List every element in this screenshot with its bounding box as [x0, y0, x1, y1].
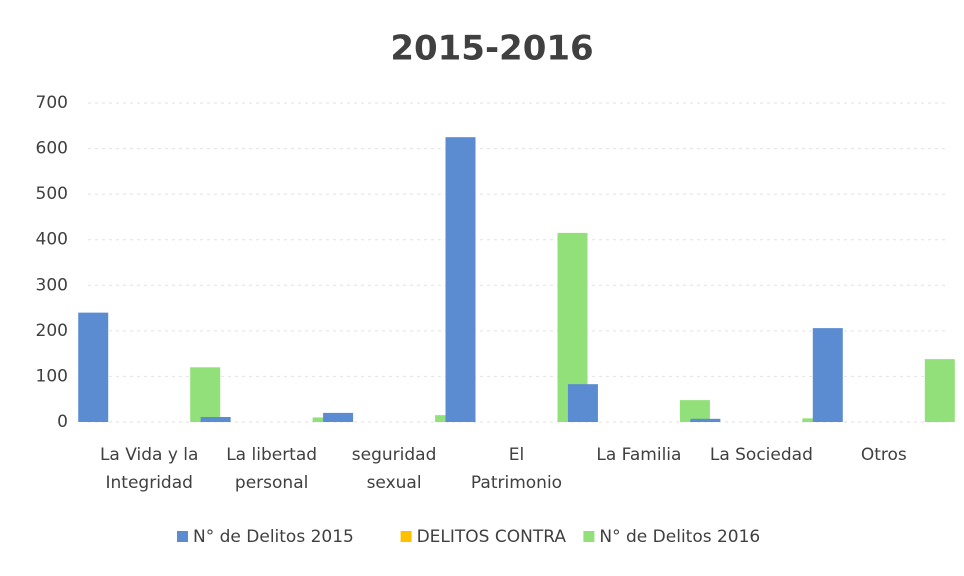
y-tick-label: 100	[36, 366, 68, 386]
legend-label: N° de Delitos 2016	[599, 527, 760, 547]
bar	[567, 384, 598, 422]
y-tick-label: 700	[36, 93, 68, 113]
legend-swatch	[177, 531, 188, 542]
x-tick-label: sexual	[367, 473, 422, 493]
y-tick-label: 600	[36, 139, 68, 159]
bar	[690, 418, 721, 422]
legend-swatch	[583, 531, 595, 542]
chart-title: 2015-2016	[390, 29, 593, 69]
y-tick-label: 200	[36, 321, 68, 341]
x-tick-label: La Familia	[596, 445, 681, 465]
bar	[812, 328, 843, 422]
x-tick-label: La libertad	[226, 445, 317, 465]
bar	[445, 137, 476, 422]
bar	[679, 400, 710, 422]
x-tick-label: seguridad	[352, 445, 437, 465]
bar	[200, 416, 231, 422]
legend-label: N° de Delitos 2015	[193, 527, 354, 547]
bar	[323, 412, 354, 422]
x-tick-label: personal	[235, 473, 308, 493]
bar	[924, 359, 955, 422]
x-tick-label: Otros	[861, 445, 907, 465]
legend-label: DELITOS CONTRA	[417, 527, 567, 547]
x-tick-label: La Sociedad	[710, 445, 813, 465]
legend-swatch	[400, 531, 412, 542]
y-tick-label: 0	[57, 412, 68, 432]
y-tick-label: 500	[36, 184, 68, 204]
bar	[78, 312, 109, 422]
x-tick-label: La Vida y la	[100, 445, 199, 465]
x-tick-label: Integridad	[106, 473, 193, 493]
bar	[190, 367, 221, 422]
x-tick-label: Patrimonio	[471, 473, 562, 493]
x-tick-label: El	[509, 445, 524, 465]
y-tick-label: 400	[36, 230, 68, 250]
y-tick-label: 300	[36, 275, 68, 295]
